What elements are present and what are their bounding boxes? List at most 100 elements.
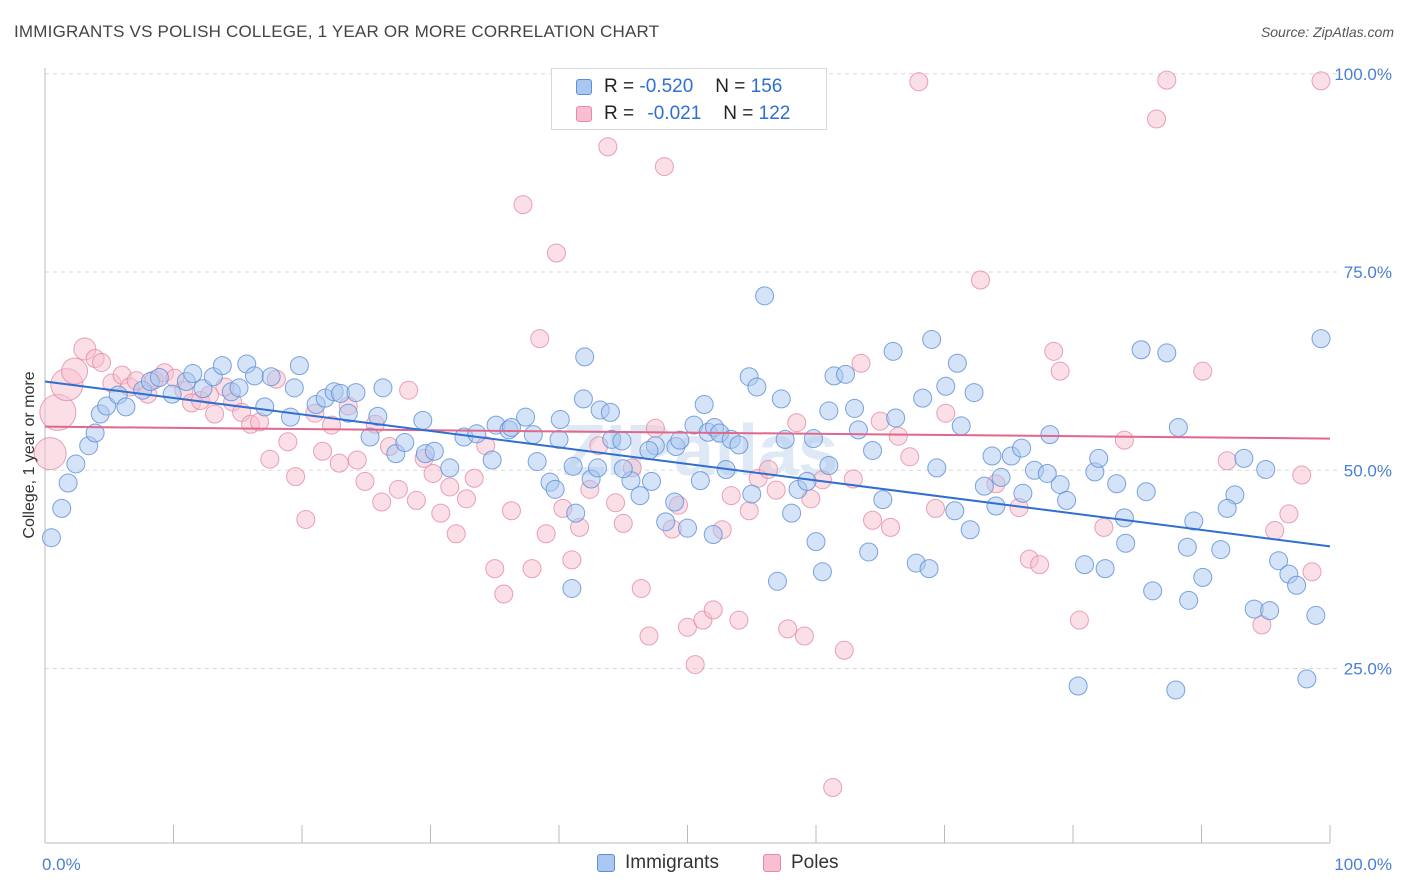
data-point [1131,340,1151,360]
data-point [642,471,662,491]
y-tick-label: 100.0% [1334,65,1392,84]
data-point [947,353,967,373]
data-point [1292,465,1312,485]
correlation-legend: R = -0.520 N = 156 R = -0.021 N = 122 [551,68,827,130]
data-point [440,458,460,478]
data-point [639,626,659,646]
data-point [806,532,826,552]
data-point [859,542,879,562]
legend-row-immigrants: R = -0.520 N = 156 [576,76,782,98]
data-point [286,467,306,487]
data-point [1012,438,1032,458]
data-point [58,473,78,493]
data-point [1193,361,1213,381]
immigrants-n-label: N = [715,76,746,97]
data-point [368,406,388,426]
immigrants-legend-label: Immigrants [625,852,719,873]
data-point [563,456,583,476]
data-point [1157,70,1177,90]
data-point [1040,425,1060,445]
data-point [970,270,990,290]
data-point [606,493,626,513]
data-point [1094,517,1114,537]
data-point [703,525,723,545]
legend-row-poles: R = -0.021 N = 122 [576,103,790,125]
data-point [1279,504,1299,524]
data-point [1265,521,1285,541]
data-point [284,378,304,398]
data-point [513,195,533,215]
data-point [92,352,112,372]
x-tick-label: 100.0% [1334,855,1392,874]
y-axis-title: College, 1 year or more [21,371,38,538]
data-point [85,423,105,443]
y-tick-label: 75.0% [1344,263,1392,282]
data-point [1114,430,1134,450]
data-point [550,410,570,430]
data-point [456,489,476,509]
data-point [244,366,264,386]
data-point [413,410,433,430]
poles-n-value: 122 [758,103,791,124]
immigrants-r-value: -0.520 [639,76,694,97]
data-point [945,501,965,521]
data-point [1193,567,1213,587]
data-point [888,426,908,446]
data-point [522,559,542,579]
data-point [255,397,275,417]
data-point [729,610,749,630]
immigrants-trend-line [44,380,1331,548]
y-tick-label: 25.0% [1344,660,1392,679]
data-point [1030,555,1050,575]
data-point [347,450,367,470]
data-point [278,432,298,452]
data-point [485,559,505,579]
data-point [1136,482,1156,502]
data-point [1057,490,1077,510]
data-point [1177,537,1197,557]
data-point [562,550,582,570]
data-point [851,353,871,373]
data-point [964,383,984,403]
data-point [183,364,203,384]
data-point [883,341,903,361]
data-point [346,383,366,403]
data-point [1311,71,1331,91]
data-point [546,243,566,263]
data-point [797,471,817,491]
data-point [694,394,714,414]
data-point [1147,109,1167,129]
data-point [812,562,832,582]
data-point [431,503,451,523]
data-point [845,398,865,418]
data-point [149,368,169,388]
data-point [654,157,674,177]
data-point [523,425,543,445]
data-point [819,401,839,421]
data-point [1037,463,1057,483]
data-point [848,420,868,440]
data-point [886,408,906,428]
data-point [900,447,920,467]
data-point [501,501,521,521]
data-point [588,458,608,478]
data-point [61,357,89,385]
data-point [685,655,705,675]
data-point [33,437,67,471]
data-point [399,380,419,400]
data-point [656,512,676,532]
data-point [873,490,893,510]
data-point [766,480,786,500]
data-point [612,431,632,451]
data-point [545,479,565,499]
data-point [1116,533,1136,553]
data-point [863,440,883,460]
data-point [467,424,487,444]
data-point [1311,329,1331,349]
data-point [803,429,823,449]
data-point [205,404,225,424]
data-point [338,403,358,423]
data-point [1260,601,1280,621]
data-point [97,396,117,416]
data-point [778,619,798,639]
